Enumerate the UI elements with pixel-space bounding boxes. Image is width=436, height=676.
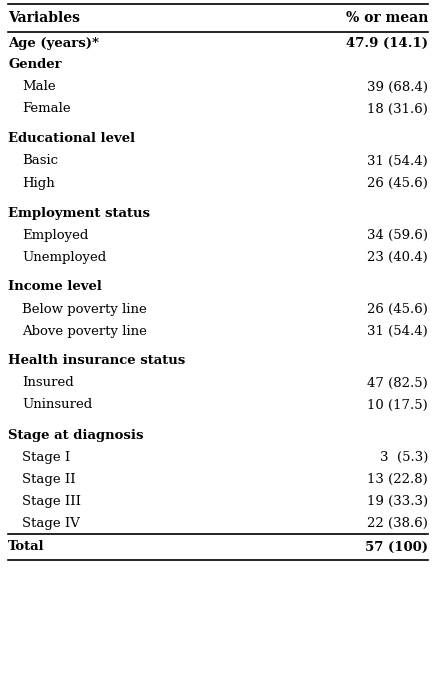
Text: 39 (68.4): 39 (68.4) <box>367 80 428 93</box>
Text: High: High <box>22 176 55 189</box>
Text: Stage I: Stage I <box>22 450 70 464</box>
Text: Employed: Employed <box>22 228 89 241</box>
Text: 22 (38.6): 22 (38.6) <box>367 516 428 529</box>
Text: Male: Male <box>22 80 56 93</box>
Text: Age (years)*: Age (years)* <box>8 37 99 49</box>
Text: Income level: Income level <box>8 281 102 293</box>
Text: Total: Total <box>8 541 44 554</box>
Text: 57 (100): 57 (100) <box>365 541 428 554</box>
Text: 18 (31.6): 18 (31.6) <box>367 103 428 116</box>
Text: Stage at diagnosis: Stage at diagnosis <box>8 429 143 441</box>
Text: 26 (45.6): 26 (45.6) <box>367 302 428 316</box>
Text: % or mean: % or mean <box>346 11 428 25</box>
Text: 3  (5.3): 3 (5.3) <box>380 450 428 464</box>
Text: 19 (33.3): 19 (33.3) <box>367 495 428 508</box>
Text: Above poverty line: Above poverty line <box>22 324 147 337</box>
Text: 31 (54.4): 31 (54.4) <box>367 155 428 168</box>
Text: Variables: Variables <box>8 11 80 25</box>
Text: Employment status: Employment status <box>8 206 150 220</box>
Text: 10 (17.5): 10 (17.5) <box>367 398 428 412</box>
Text: Below poverty line: Below poverty line <box>22 302 147 316</box>
Text: Unemployed: Unemployed <box>22 251 106 264</box>
Text: Basic: Basic <box>22 155 58 168</box>
Text: Stage III: Stage III <box>22 495 81 508</box>
Text: 23 (40.4): 23 (40.4) <box>367 251 428 264</box>
Text: Stage II: Stage II <box>22 473 75 485</box>
Text: 31 (54.4): 31 (54.4) <box>367 324 428 337</box>
Text: 13 (22.8): 13 (22.8) <box>367 473 428 485</box>
Text: Educational level: Educational level <box>8 132 135 145</box>
Text: Female: Female <box>22 103 71 116</box>
Text: 47 (82.5): 47 (82.5) <box>367 377 428 389</box>
Text: 47.9 (14.1): 47.9 (14.1) <box>346 37 428 49</box>
Text: Insured: Insured <box>22 377 74 389</box>
Text: Stage IV: Stage IV <box>22 516 80 529</box>
Text: Gender: Gender <box>8 59 61 72</box>
Text: 26 (45.6): 26 (45.6) <box>367 176 428 189</box>
Text: Health insurance status: Health insurance status <box>8 354 185 368</box>
Text: 34 (59.6): 34 (59.6) <box>367 228 428 241</box>
Text: Uninsured: Uninsured <box>22 398 92 412</box>
